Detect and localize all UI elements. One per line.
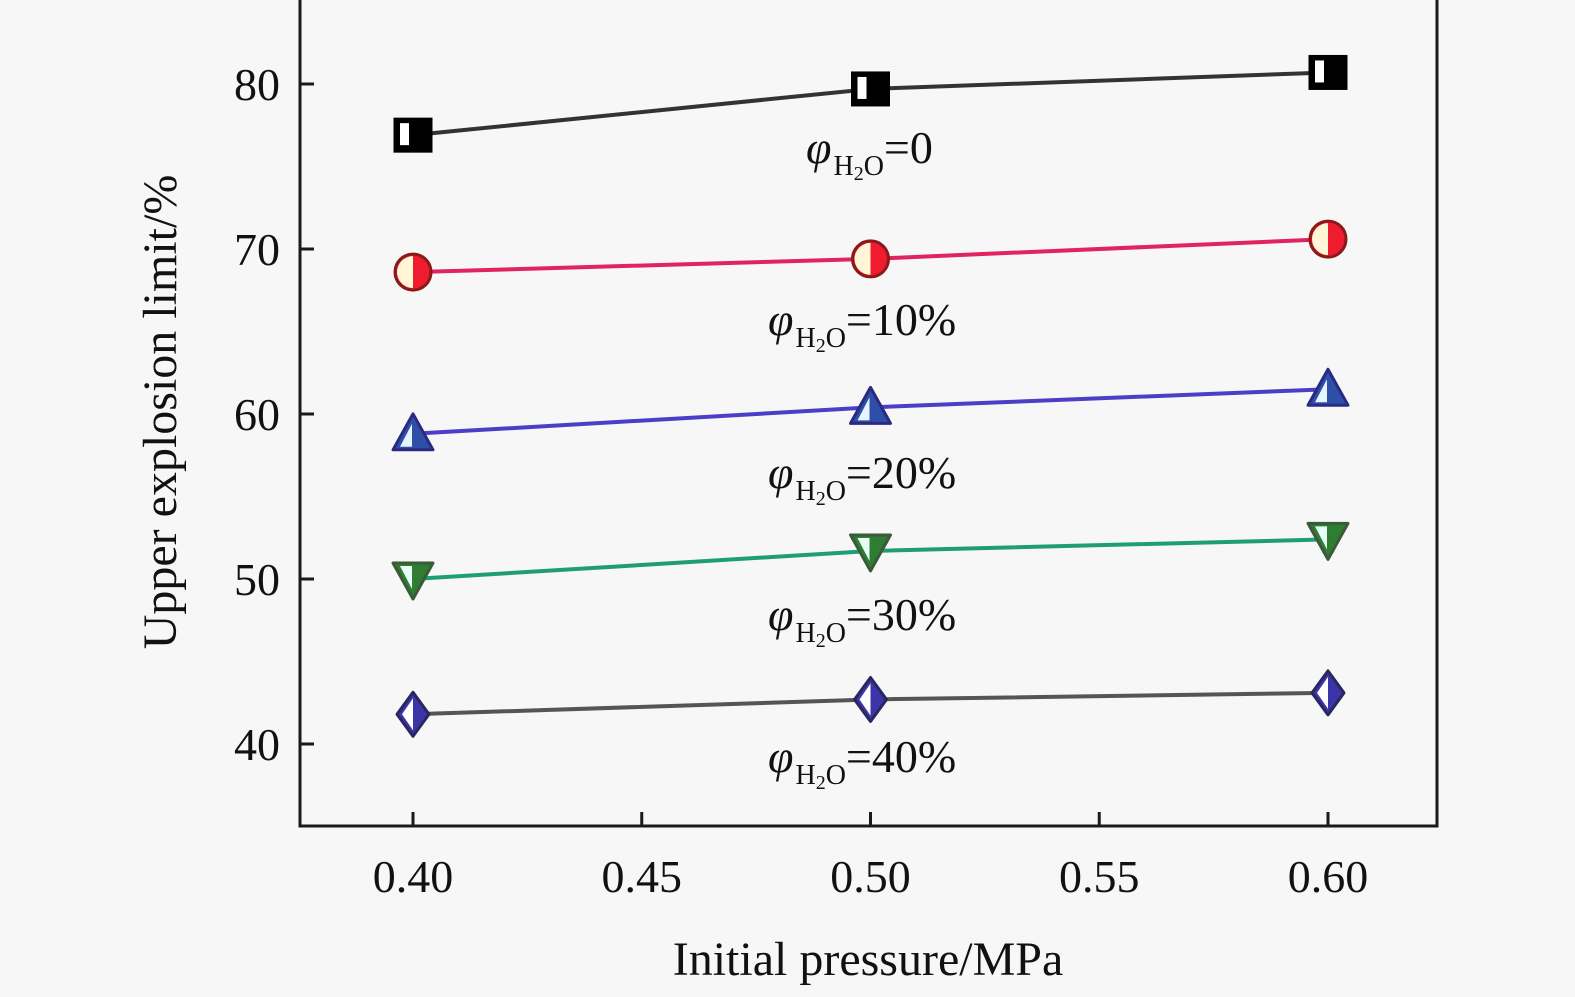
series-label-sub3: O — [826, 760, 846, 791]
series-label-value: =20% — [846, 447, 956, 498]
marker-half-fill — [400, 566, 412, 589]
series-4 — [395, 669, 1346, 738]
series-label-sub3: O — [826, 618, 846, 649]
marker-half-fill — [859, 683, 871, 716]
x-axis-ticks: 0.40 0.45 0.50 0.55 0.60 — [373, 812, 1369, 902]
marker-half-fill — [1317, 676, 1328, 709]
marker-half-fill — [1315, 379, 1327, 403]
series-label-symbol: φ — [768, 731, 793, 782]
series-label-sub3: O — [826, 323, 846, 354]
marker-half-fill — [1315, 526, 1327, 550]
series-label: φH2O=10% — [768, 294, 956, 357]
marker-body — [849, 385, 892, 425]
y-tick-label: 70 — [234, 224, 280, 275]
diamond-marker — [395, 690, 431, 738]
triangle-up-marker — [391, 412, 435, 452]
x-axis-title: Initial pressure/MPa — [673, 933, 1064, 986]
series-label-value: =10% — [846, 294, 956, 345]
series-label-sub2: 2 — [816, 772, 826, 794]
x-tick-label: 0.50 — [830, 851, 911, 902]
x-tick-label: 0.45 — [602, 851, 683, 902]
diamond-marker — [853, 675, 888, 723]
series-label-sub: H — [795, 760, 815, 791]
y-tick-label: 80 — [234, 59, 280, 110]
marker-body — [391, 561, 435, 601]
circle-marker — [851, 239, 890, 279]
series-label-value: =0 — [884, 122, 933, 173]
x-tick-label: 0.40 — [373, 851, 454, 902]
marker-half-fill — [1312, 223, 1328, 256]
triangle-down-marker — [391, 561, 435, 601]
series-label: φH2O=20% — [768, 447, 956, 510]
series-label-symbol: φ — [768, 589, 793, 640]
x-tick-label: 0.55 — [1059, 851, 1140, 902]
plot-frame — [298, 0, 1439, 828]
series-label-sub3: O — [826, 476, 846, 507]
marker-half-fill — [1315, 60, 1324, 83]
marker-half-fill — [857, 76, 867, 99]
marker-body — [849, 533, 892, 573]
y-tick-label: 40 — [234, 719, 280, 770]
series-label-sub2: 2 — [816, 335, 826, 357]
series-label-sub2: 2 — [816, 488, 826, 510]
y-tick-label: 50 — [234, 554, 280, 605]
series-label-sub: H — [795, 476, 815, 507]
series-label-sub: H — [833, 151, 853, 182]
square-marker — [393, 117, 433, 153]
series-3 — [391, 521, 1350, 601]
square-marker — [851, 71, 890, 107]
series-label: φH2O=40% — [768, 731, 956, 794]
series-label-sub: H — [795, 323, 815, 354]
series-label-value: =30% — [846, 589, 956, 640]
circle-marker — [393, 252, 433, 292]
series-label-symbol: φ — [768, 294, 793, 345]
series-0 — [393, 54, 1348, 153]
triangle-down-marker — [849, 533, 892, 573]
series-2 — [391, 367, 1350, 452]
x-tick-label: 0.60 — [1288, 851, 1369, 902]
marker-half-fill — [400, 423, 412, 447]
series-label-sub2: 2 — [816, 630, 826, 652]
triangle-up-marker — [1306, 367, 1350, 407]
marker-body — [391, 412, 435, 452]
square-marker — [1308, 54, 1348, 90]
y-tick-label: 60 — [234, 389, 280, 440]
series-label-sub2: 2 — [854, 163, 864, 185]
y-axis-ticks: 40 50 60 70 80 — [234, 59, 314, 770]
diamond-marker — [1310, 669, 1346, 717]
marker-half-fill — [857, 397, 870, 421]
marker-body — [1306, 367, 1350, 407]
y-axis-title: Upper explosion limit/% — [134, 175, 187, 650]
series-layer — [391, 54, 1350, 738]
series-label-value: =40% — [846, 731, 956, 782]
series-label: φH2O=0 — [806, 122, 933, 185]
triangle-down-marker — [1306, 521, 1350, 561]
marker-half-fill — [402, 698, 413, 731]
series-label-symbol: φ — [768, 447, 793, 498]
triangle-up-marker — [849, 385, 892, 425]
series-label-sub: H — [795, 618, 815, 649]
series-label-sub3: O — [864, 151, 884, 182]
plot-border — [298, 0, 1439, 828]
circle-marker — [1308, 219, 1348, 259]
series-label: φH2O=30% — [768, 589, 956, 652]
series-label-symbol: φ — [806, 122, 831, 173]
marker-half-fill — [397, 256, 413, 289]
marker-half-fill — [857, 537, 870, 561]
series-1 — [393, 219, 1348, 292]
marker-half-fill — [400, 123, 409, 146]
marker-body — [1306, 521, 1350, 561]
marker-half-fill — [854, 242, 871, 275]
